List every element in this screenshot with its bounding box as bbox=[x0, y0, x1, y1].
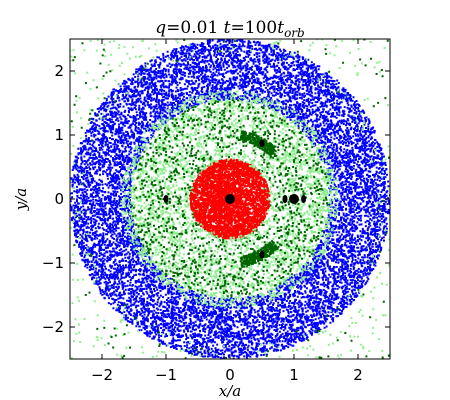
y-tick-label: 1 bbox=[54, 126, 64, 144]
series-6-points bbox=[239, 130, 280, 156]
chart-title: q=0.01 t=100torb bbox=[155, 18, 304, 40]
scatter-points bbox=[70, 39, 390, 359]
series-0-points bbox=[70, 39, 390, 359]
x-tick-label: −1 bbox=[155, 366, 177, 384]
axis-ticks: −2 −1 0 1 2 −2 −1 0 1 2 bbox=[42, 39, 390, 384]
body-6 bbox=[301, 195, 307, 203]
body-4 bbox=[163, 195, 169, 203]
plot-area bbox=[70, 39, 390, 359]
y-tick-label: −2 bbox=[42, 318, 64, 336]
x-tick-label: 2 bbox=[353, 366, 363, 384]
y-tick-label: 2 bbox=[54, 62, 64, 80]
x-axis-label: x/a bbox=[219, 382, 241, 400]
series-7-points bbox=[240, 240, 279, 268]
y-tick-label: −1 bbox=[42, 254, 64, 272]
series-3-points bbox=[131, 99, 329, 298]
body-1 bbox=[289, 194, 299, 204]
series-2-points bbox=[166, 135, 294, 264]
series-2-lightgreen bbox=[166, 135, 294, 264]
series-0-blue bbox=[70, 39, 390, 359]
x-tick-label: −2 bbox=[91, 366, 113, 384]
series-3-darkgreen bbox=[131, 99, 329, 298]
x-tick-label: 0 bbox=[225, 366, 235, 384]
body-5 bbox=[282, 195, 288, 203]
y-axis-label: y/a bbox=[12, 188, 30, 211]
body-0 bbox=[225, 194, 235, 204]
body-3 bbox=[259, 250, 265, 259]
body-2 bbox=[259, 139, 265, 148]
y-tick-label: 0 bbox=[54, 190, 64, 208]
x-tick-label: 1 bbox=[289, 366, 299, 384]
series-7-darkgreen bbox=[240, 240, 279, 268]
orbiting-bodies bbox=[163, 139, 307, 259]
series-6-darkgreen bbox=[239, 130, 280, 156]
